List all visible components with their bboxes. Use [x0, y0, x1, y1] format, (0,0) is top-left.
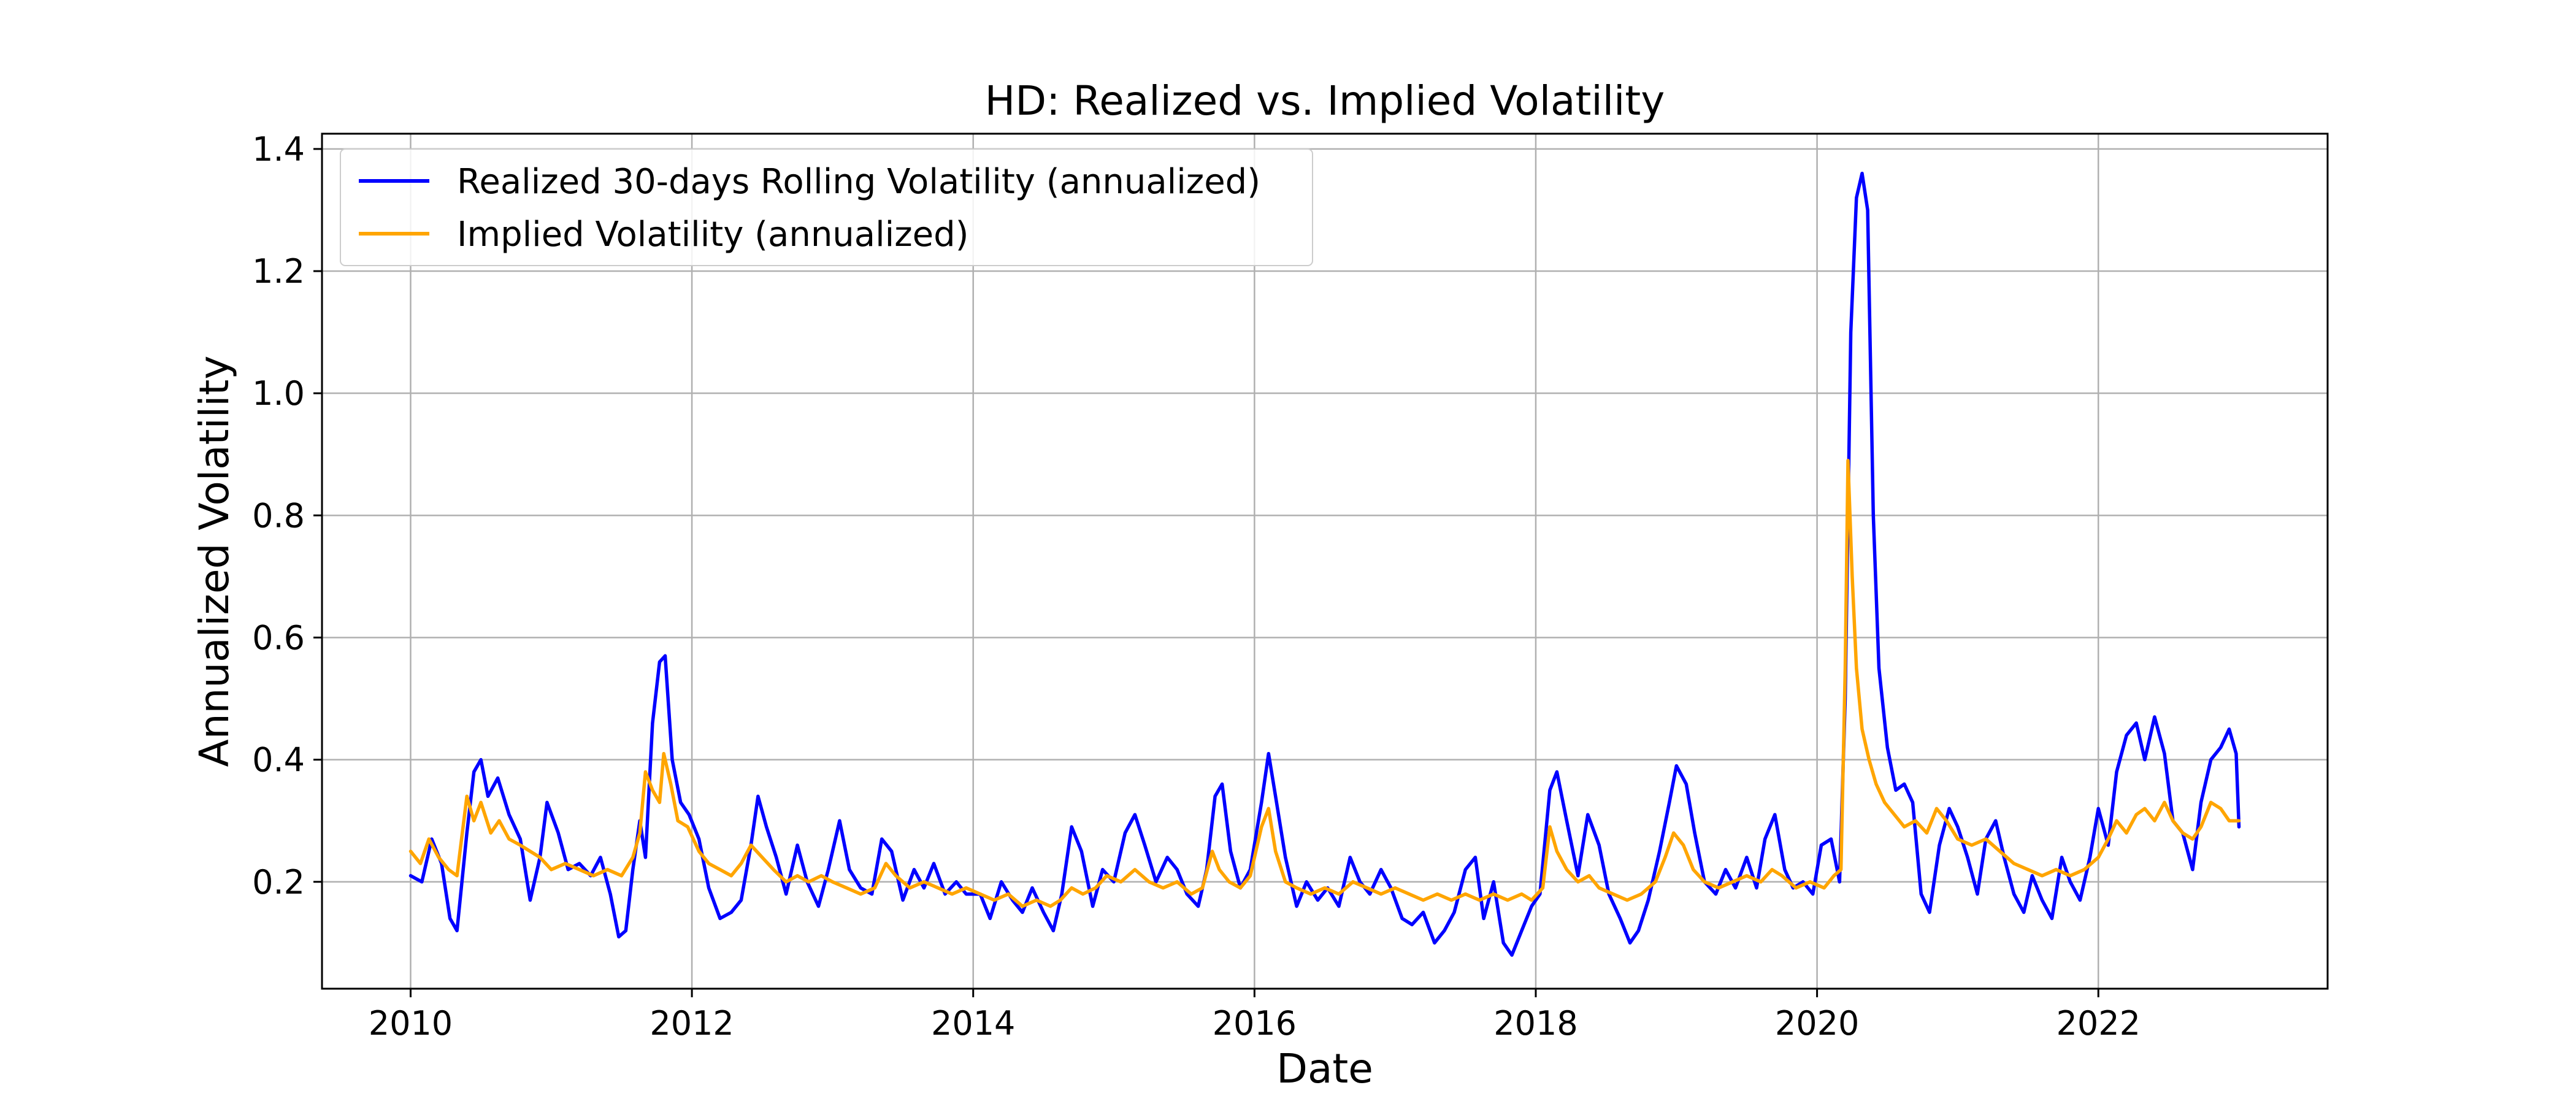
series-line-implied	[408, 458, 2241, 908]
y-tick-label: 1.4	[252, 130, 305, 169]
x-tick-label: 2020	[1775, 1004, 1859, 1043]
y-tick-label: 1.2	[252, 252, 305, 291]
x-tick-label: 2010	[369, 1004, 453, 1043]
axis-ticks: 2010 2012 2014 2016 2018 2020 2022 0.2 0.4 0.6 0.8…	[252, 130, 2141, 1043]
x-tick-label: 2022	[2057, 1004, 2141, 1043]
grid	[322, 134, 2328, 989]
chart-title: HD: Realized vs. Implied Volatility	[985, 77, 1665, 125]
y-axis-label: Annualized Volatility	[191, 356, 238, 767]
y-tick-label: 0.4	[252, 741, 305, 780]
x-tick-label: 2016	[1213, 1004, 1297, 1043]
y-tick-label: 0.2	[252, 863, 305, 902]
y-tick-label: 1.0	[252, 374, 305, 413]
legend-box	[340, 148, 1313, 266]
x-axis-label: Date	[1276, 1045, 1373, 1092]
legend-label-implied: Implied Volatility (annualized)	[457, 215, 968, 255]
series-layer	[408, 171, 2241, 957]
legend-label-realized: Realized 30-days Rolling Volatility (ann…	[457, 162, 1260, 202]
x-tick-label: 2014	[931, 1004, 1015, 1043]
x-tick-label: 2012	[650, 1004, 734, 1043]
y-tick-label: 0.8	[252, 496, 305, 535]
plot-frame	[321, 132, 2329, 990]
legend: Realized 30-days Rolling Volatility (ann…	[340, 148, 1313, 266]
x-tick-label: 2018	[1493, 1004, 1577, 1043]
y-tick-label: 0.6	[252, 618, 305, 657]
